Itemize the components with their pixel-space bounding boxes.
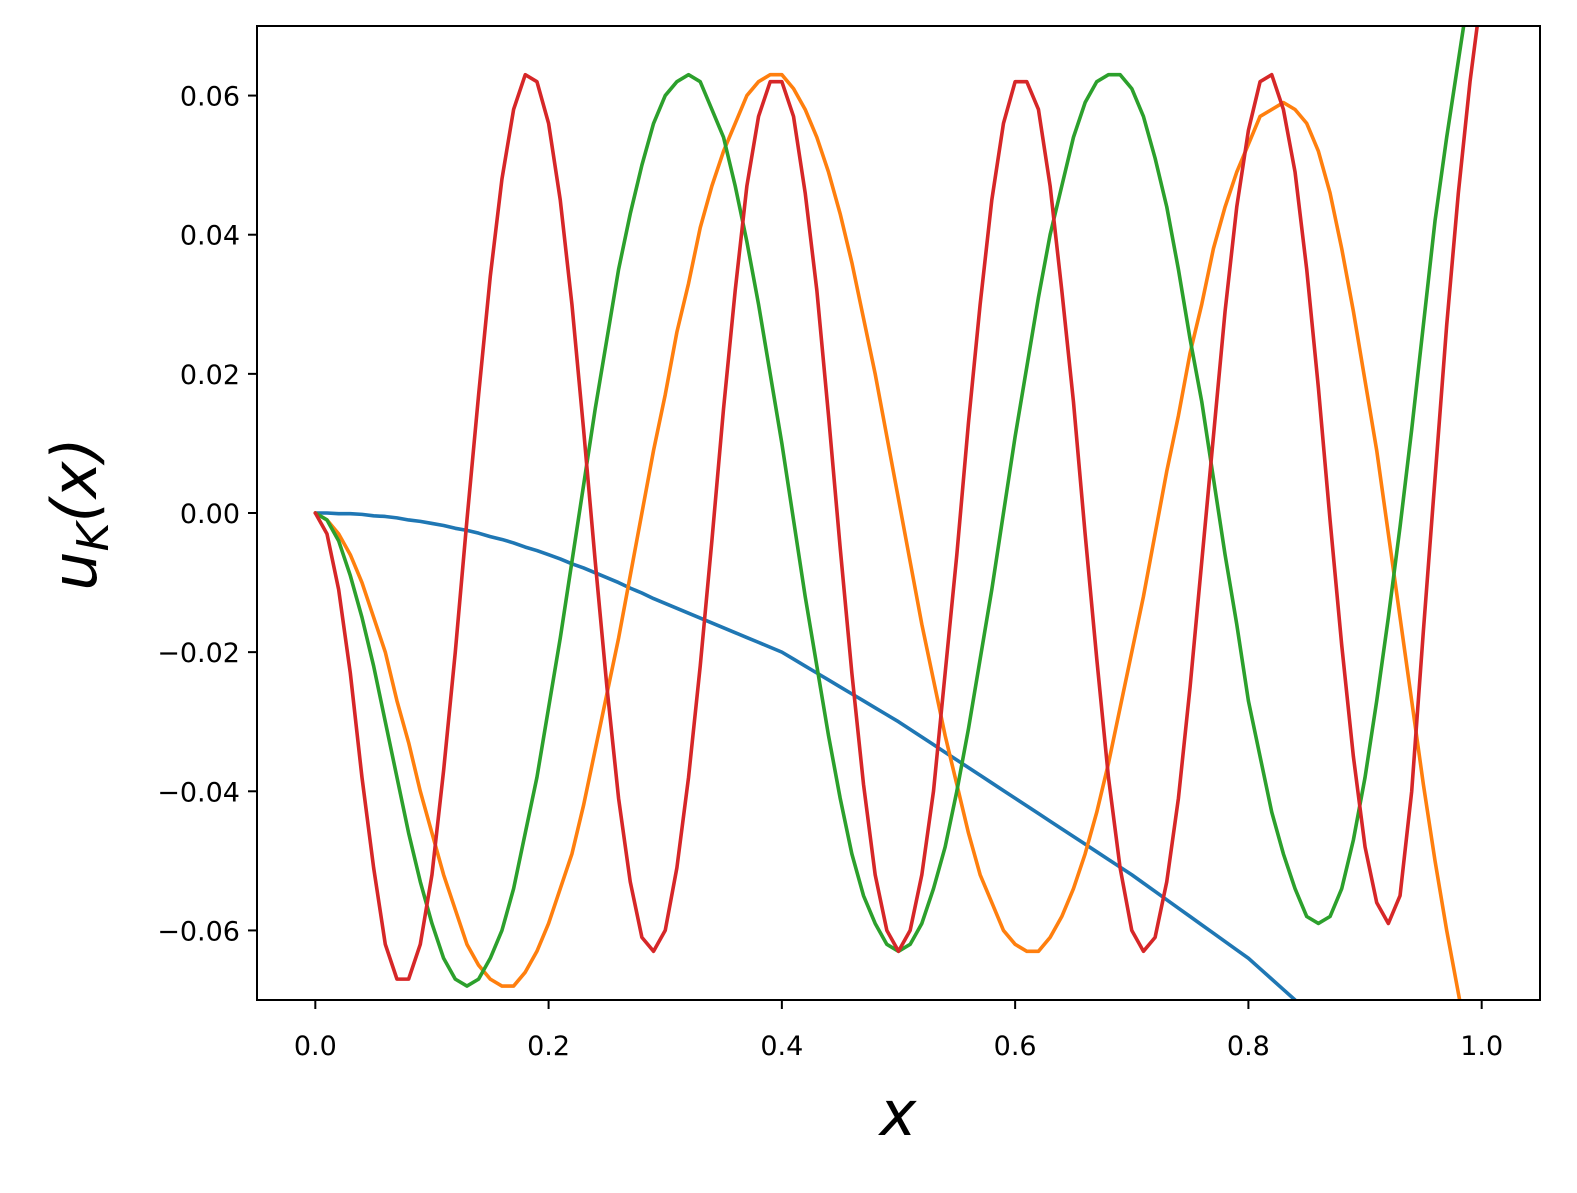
data-line <box>313 26 1480 981</box>
x-tick-label: 1.0 <box>1460 1031 1503 1062</box>
y-label-main: u <box>38 551 111 590</box>
y-tick-label: −0.04 <box>157 777 240 808</box>
y-axis-label: uK(x) <box>38 437 119 590</box>
y-tick-label: 0.02 <box>180 360 240 391</box>
y-tick-label: 0.06 <box>180 82 240 113</box>
y-tick-label: −0.06 <box>157 916 240 947</box>
plot-area <box>313 26 1480 1000</box>
x-tick-label: 0.8 <box>1227 1031 1270 1062</box>
x-tick-label: 0.6 <box>994 1031 1037 1062</box>
x-axis-label: x <box>878 1077 918 1150</box>
x-tick-label: 0.2 <box>527 1031 570 1062</box>
y-tick-label: −0.02 <box>157 638 240 669</box>
y-tick-label: 0.04 <box>180 221 240 252</box>
data-line <box>313 72 1462 1000</box>
x-tick-label: 0.4 <box>760 1031 803 1062</box>
y-label-args: (x) <box>38 437 111 522</box>
y-tick-label: 0.00 <box>180 499 240 530</box>
x-tick-label: 0.0 <box>294 1031 337 1062</box>
y-label-subscript: K <box>68 519 119 551</box>
data-line <box>313 511 1298 1000</box>
